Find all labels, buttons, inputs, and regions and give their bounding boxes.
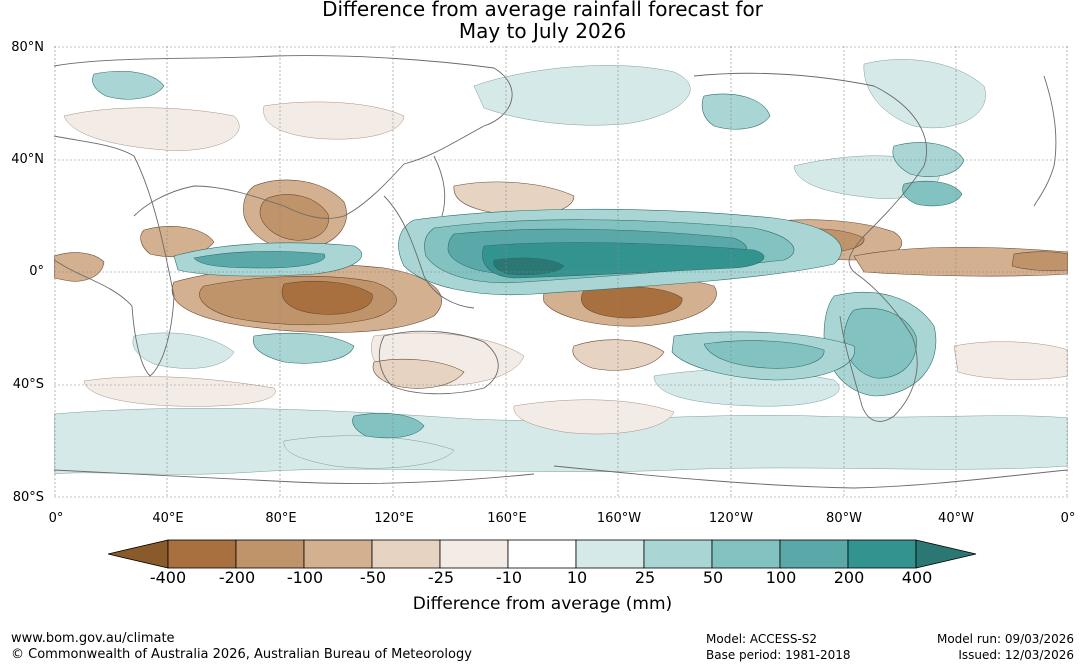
colorbar-segment <box>711 539 781 569</box>
x-tick-40e: 40°E <box>152 511 184 526</box>
colorbar-label: -200 <box>218 568 256 587</box>
chart-title-line2: May to July 2026 <box>458 19 627 43</box>
colorbar-segment <box>643 539 713 569</box>
y-tick-0: 0° <box>29 264 44 279</box>
y-tick-80s: 80°S <box>12 490 44 505</box>
colorbar-label: 10 <box>566 568 588 587</box>
colorbar-label: -100 <box>286 568 324 587</box>
colorbar-segment <box>371 539 441 569</box>
colorbar-segment <box>303 539 373 569</box>
colorbar-segment <box>507 539 577 569</box>
colorbar-extend-low <box>108 539 169 569</box>
colorbar-label: -10 <box>495 568 523 587</box>
colorbar-label: 100 <box>765 568 797 587</box>
graticule <box>54 46 1068 498</box>
colorbar-segment <box>235 539 305 569</box>
colorbar-segment <box>167 539 237 569</box>
colorbar-segment <box>779 539 849 569</box>
colorbar-segment <box>575 539 645 569</box>
colorbar-label: 400 <box>901 568 933 587</box>
colorbar-extend-high <box>915 539 977 569</box>
footer-issued: Issued: 12/03/2026 <box>958 648 1074 662</box>
coastlines <box>54 55 1068 489</box>
footer-copyright: © Commonwealth of Australia 2026, Austra… <box>11 647 472 662</box>
colorbar <box>108 539 977 569</box>
colorbar-label: 50 <box>702 568 724 587</box>
x-tick-160e: 160°E <box>487 511 527 526</box>
y-tick-40s: 40°S <box>12 377 44 392</box>
light-negative-patches <box>63 101 1068 435</box>
rainfall-anomaly-map <box>54 46 1068 498</box>
colorbar-segment <box>847 539 917 569</box>
colorbar-title: Difference from average (mm) <box>412 594 673 614</box>
footer-model: Model: ACCESS-S2 <box>706 632 818 646</box>
x-tick-40w: 40°W <box>938 511 974 526</box>
colorbar-label: 200 <box>833 568 865 587</box>
y-tick-80n: 80°N <box>11 40 44 55</box>
colorbar-label: -25 <box>427 568 455 587</box>
x-tick-120e: 120°E <box>374 511 414 526</box>
y-tick-40n: 40°N <box>11 152 44 167</box>
x-tick-0-end: 0° <box>1060 511 1076 526</box>
chart-title-line1: Difference from average rainfall forecas… <box>322 0 763 21</box>
footer-url[interactable]: www.bom.gov.au/climate <box>11 631 175 646</box>
footer-model-run: Model run: 09/03/2026 <box>936 632 1074 646</box>
x-tick-160w: 160°W <box>596 511 642 526</box>
light-positive-bands <box>54 59 1068 475</box>
colorbar-label: -50 <box>359 568 387 587</box>
wet-anomaly-regions <box>92 71 965 439</box>
colorbar-label: -400 <box>149 568 187 587</box>
x-tick-80e: 80°E <box>265 511 297 526</box>
footer-base-period: Base period: 1981-2018 <box>706 648 851 662</box>
x-tick-80w: 80°W <box>826 511 862 526</box>
colorbar-segment <box>439 539 509 569</box>
colorbar-label: 25 <box>634 568 656 587</box>
x-tick-120w: 120°W <box>708 511 754 526</box>
x-tick-0: 0° <box>48 511 64 526</box>
